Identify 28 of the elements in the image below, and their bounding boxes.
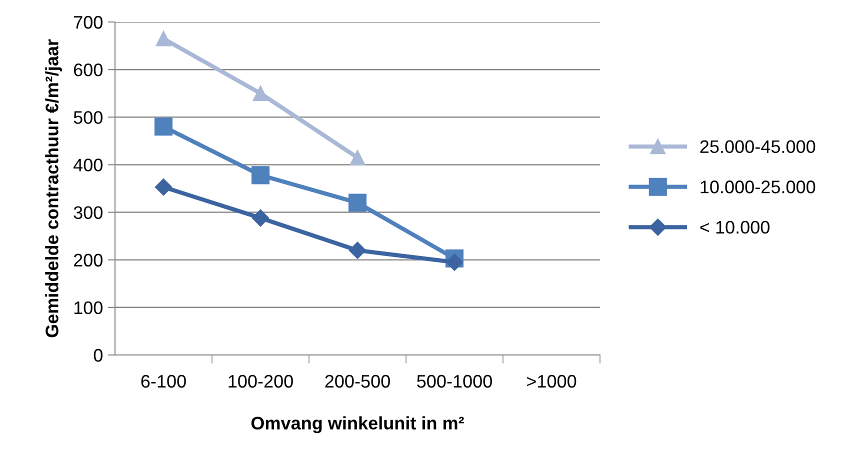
x-tick-label: 100-200: [228, 374, 293, 388]
point: [350, 150, 366, 166]
point: [154, 118, 173, 136]
legend-label: < 10.000: [700, 220, 770, 234]
point: [348, 194, 367, 212]
legend-label: 25.000-45.000: [700, 140, 816, 154]
point: [251, 166, 270, 184]
point: [252, 86, 268, 101]
point: [446, 254, 464, 271]
x-axis-title: Omvang winkelunit in m²: [251, 416, 464, 434]
y-tick-label: 600: [74, 64, 102, 76]
y-tick-label: 700: [74, 16, 102, 29]
y-tick-label: 500: [74, 111, 102, 124]
y-tick-label: 300: [74, 206, 102, 220]
y-tick-label: 0: [94, 348, 102, 362]
y-tick-label: 100: [74, 301, 102, 314]
point: [348, 242, 366, 259]
y-tick-label: 400: [73, 158, 102, 172]
legend-label: 10.000-25.000: [700, 180, 816, 194]
x-tick-label: 200-500: [325, 374, 390, 388]
point: [154, 178, 172, 196]
x-tick-label: >1000: [527, 374, 576, 388]
x-tick-label: 6-100: [141, 374, 186, 388]
point: [252, 209, 270, 227]
x-tick-label: 500-1000: [417, 374, 492, 388]
y-axis-title: Gemiddelde contracthuur €/m²/jaar: [45, 39, 62, 338]
y-tick-label: 200: [74, 254, 102, 267]
point: [156, 31, 172, 46]
